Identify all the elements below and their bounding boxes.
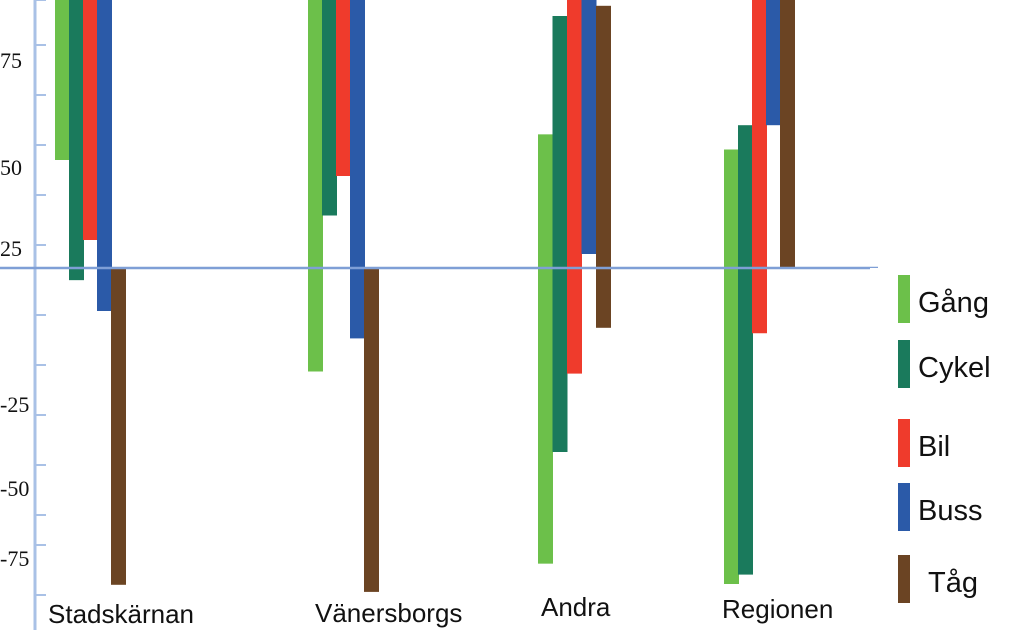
bar-bil (752, 0, 767, 334)
y-tick-label: 75 (0, 48, 22, 73)
legend-swatch-bil (898, 419, 910, 467)
bar-bil (567, 0, 582, 374)
bar-cykel (322, 0, 337, 216)
bar-gång (538, 134, 553, 564)
bar-gång (308, 0, 323, 372)
bar-tåg (596, 5, 611, 328)
bar-tåg (111, 268, 126, 585)
category-label: Stadskärnan (48, 599, 194, 629)
legend-swatch-tåg (898, 555, 910, 603)
y-tick-label: 25 (0, 236, 22, 261)
legend-box (870, 268, 1018, 630)
bar-buss (350, 0, 365, 339)
y-tick-label: 50 (0, 155, 22, 180)
bar-cykel (552, 16, 568, 452)
category-label: Vänersborgs (315, 598, 462, 628)
legend-label: Cykel (918, 352, 991, 384)
bar-gång (55, 0, 70, 160)
category-label: Regionen (722, 594, 833, 624)
bar-bil (83, 0, 98, 240)
bar-cykel (738, 125, 753, 575)
legend-swatch-buss (898, 483, 910, 531)
legend-label: Gång (918, 287, 989, 319)
y-tick-label: -50 (0, 476, 29, 501)
legend-label: Bil (918, 431, 950, 463)
category-label: Andra (541, 592, 611, 622)
bar-bil (336, 0, 351, 176)
bar-buss (766, 0, 781, 126)
y-tick-label: -25 (0, 392, 29, 417)
y-tick-label: -75 (0, 546, 29, 571)
legend-label: Buss (918, 495, 982, 527)
bar-tåg (364, 268, 379, 592)
bar-cykel (69, 0, 84, 281)
bar-gång (724, 149, 739, 584)
bar-buss (97, 0, 112, 311)
bar-tåg (780, 0, 795, 268)
bar-buss (581, 0, 597, 254)
legend-label: Tåg (928, 567, 978, 599)
legend-swatch-gång (898, 275, 910, 323)
legend-swatch-cykel (898, 340, 910, 388)
